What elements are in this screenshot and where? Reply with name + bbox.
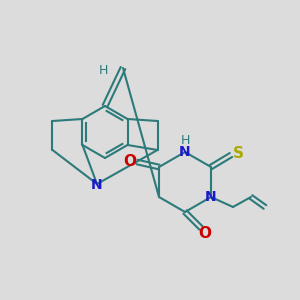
Text: N: N <box>205 190 217 204</box>
Text: S: S <box>232 146 244 161</box>
Text: N: N <box>91 178 103 192</box>
Text: O: O <box>124 154 136 169</box>
Text: H: H <box>180 134 190 148</box>
Text: H: H <box>98 64 108 76</box>
Text: N: N <box>179 145 191 159</box>
Text: O: O <box>199 226 212 242</box>
